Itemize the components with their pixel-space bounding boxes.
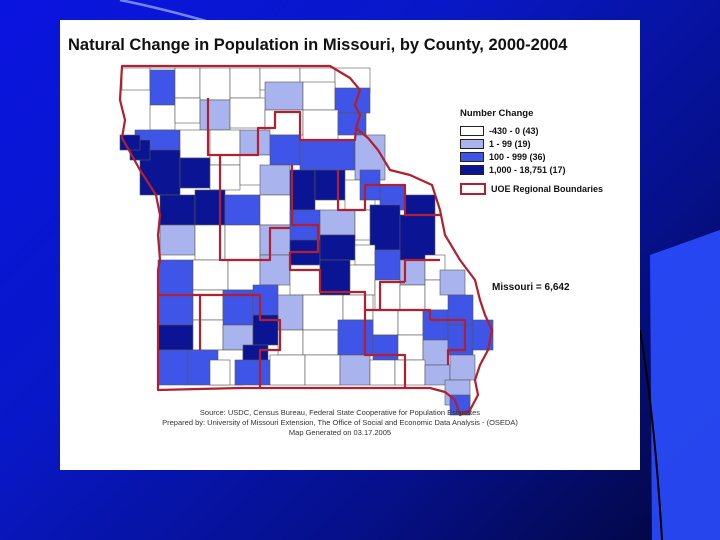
legend-swatch bbox=[460, 164, 484, 175]
legend-label: -430 - 0 (43) bbox=[489, 125, 539, 136]
legend-label: 100 - 999 (36) bbox=[489, 151, 546, 162]
legend-swatch bbox=[460, 151, 484, 162]
legend-title: Number Change bbox=[460, 108, 534, 119]
map-legend: Number Change -430 - 0 (43) 1 - 99 (19) … bbox=[460, 108, 603, 195]
source-line: Source: USDC, Census Bureau, Federal Sta… bbox=[199, 408, 481, 417]
legend-swatch bbox=[460, 125, 484, 136]
map-title: Natural Change in Population in Missouri… bbox=[68, 36, 568, 54]
legend-item: 100 - 999 (36) bbox=[460, 151, 603, 162]
legend-swatch bbox=[460, 138, 484, 149]
source-note: Source: USDC, Census Bureau, Federal Sta… bbox=[100, 408, 580, 438]
source-line: Prepared by: University of Missouri Exte… bbox=[162, 418, 518, 427]
source-line: Map Generated on 03.17.2005 bbox=[288, 428, 392, 437]
legend-label: 1,000 - 18,751 (17) bbox=[489, 164, 566, 175]
legend-boundary-item: UOE Regional Boundaries bbox=[460, 183, 603, 195]
map-panel: Natural Change in Population in Missouri… bbox=[60, 20, 640, 470]
regional-boundaries bbox=[118, 64, 494, 417]
missouri-county-map bbox=[118, 64, 494, 417]
legend-label: 1 - 99 (19) bbox=[489, 138, 531, 149]
legend-item: 1 - 99 (19) bbox=[460, 138, 603, 149]
boundary-swatch bbox=[460, 183, 486, 195]
county-cells bbox=[119, 67, 494, 416]
legend-item: 1,000 - 18,751 (17) bbox=[460, 164, 603, 175]
legend-boundary-label: UOE Regional Boundaries bbox=[491, 184, 604, 194]
state-total: Missouri = 6,642 bbox=[492, 282, 570, 293]
legend-item: -430 - 0 (43) bbox=[460, 125, 603, 136]
